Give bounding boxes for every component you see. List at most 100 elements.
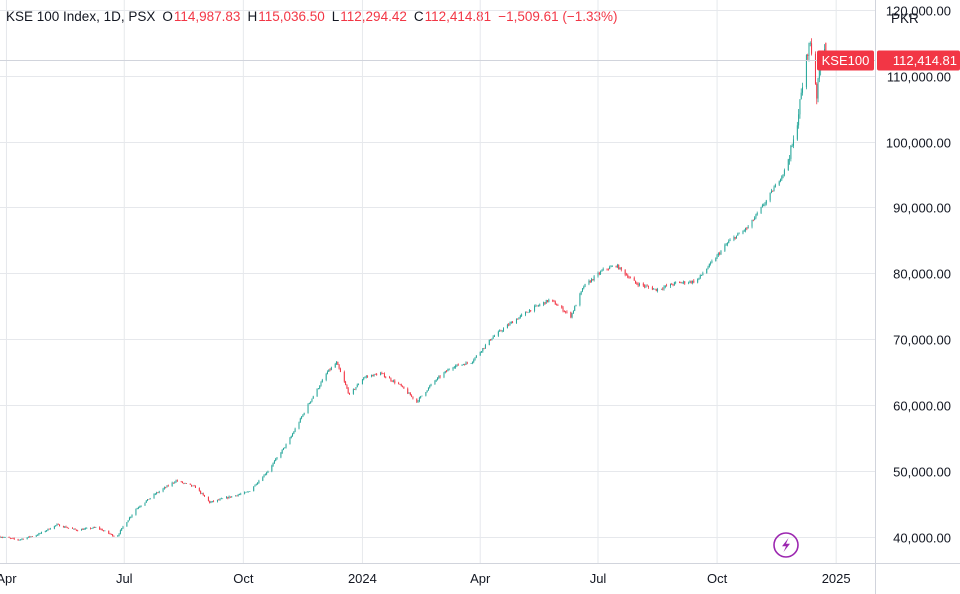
candle	[417, 400, 419, 403]
legend-symbol: KSE 100 Index, 1D, PSX	[6, 9, 156, 24]
candle-body	[466, 362, 468, 364]
candle-body	[761, 205, 763, 208]
candle-body	[693, 280, 695, 283]
candle	[606, 268, 608, 271]
candle-body	[207, 496, 209, 501]
candle	[68, 527, 70, 529]
candle-body	[189, 483, 191, 485]
candle-body	[321, 379, 323, 383]
candles	[0, 38, 827, 541]
candle	[330, 366, 332, 371]
candle-body	[245, 492, 247, 493]
candle-body	[253, 486, 255, 492]
candle-body	[464, 364, 466, 365]
candle-body	[557, 305, 559, 306]
candle	[149, 497, 151, 500]
candle	[734, 236, 736, 240]
candle	[481, 350, 483, 354]
candle-body	[666, 285, 668, 287]
currency-label[interactable]: PKR	[891, 11, 919, 26]
candle-body	[235, 495, 237, 497]
candle-body	[571, 312, 573, 318]
candle	[31, 536, 33, 538]
candle-body	[3, 537, 5, 538]
candle	[71, 527, 73, 529]
candle	[211, 500, 213, 503]
candle-body	[488, 339, 490, 345]
candle-body	[512, 321, 514, 324]
candle-body	[210, 501, 212, 503]
candle	[0, 536, 2, 538]
candle	[166, 485, 168, 488]
candle-body	[254, 484, 256, 487]
candle-body	[657, 289, 659, 291]
candle	[267, 470, 269, 474]
candle-body	[434, 380, 436, 385]
candle	[8, 536, 10, 539]
candle-body	[153, 494, 155, 499]
candle	[816, 82, 818, 105]
candle-body	[174, 482, 176, 483]
time-axis[interactable]: Apr Jul Oct 2024 Apr Jul Oct 2025	[0, 571, 851, 586]
candle	[83, 527, 85, 530]
candle	[493, 334, 495, 337]
candle-body	[474, 357, 476, 360]
candle	[336, 360, 338, 365]
candle-body	[616, 264, 618, 267]
candle	[439, 374, 441, 379]
candle-body	[399, 384, 401, 385]
candle-body	[2, 537, 4, 538]
candle-body	[597, 273, 599, 277]
candle	[616, 263, 618, 269]
candle	[461, 364, 463, 367]
candle-body	[443, 372, 445, 378]
candle-body	[493, 335, 495, 337]
candle	[684, 281, 686, 285]
candle-body	[382, 373, 384, 374]
candle	[329, 368, 331, 372]
candle-body	[684, 281, 686, 284]
candle-body	[688, 282, 690, 284]
price-axis[interactable]: 40,000.00 50,000.00 60,000.00 70,000.00 80,0…	[886, 4, 951, 546]
candle-body	[354, 389, 356, 390]
candle-body	[204, 495, 206, 497]
candle-body	[109, 533, 111, 535]
candle-body	[435, 379, 437, 381]
candle	[719, 251, 721, 256]
candle	[628, 275, 630, 279]
candle-body	[792, 139, 794, 146]
candle-body	[448, 369, 450, 371]
candle-body	[518, 317, 520, 320]
candle	[172, 482, 174, 484]
candle-body	[338, 364, 340, 369]
candle	[380, 371, 382, 376]
candle	[720, 250, 722, 255]
legend-open: O 114,987.83	[162, 9, 241, 24]
candle-body	[343, 372, 345, 382]
candle	[117, 535, 119, 537]
candle-body	[570, 312, 572, 318]
candle-body	[598, 273, 600, 274]
candle	[373, 373, 375, 377]
candle	[629, 276, 631, 279]
candle-body	[579, 294, 581, 306]
candle	[817, 77, 819, 103]
lightning-icon[interactable]	[773, 532, 799, 558]
candle	[747, 225, 749, 229]
candle-body	[645, 285, 647, 287]
candle-body	[383, 373, 385, 377]
candle	[411, 394, 413, 398]
candle	[644, 284, 646, 289]
candle	[814, 51, 816, 85]
candle-body	[664, 285, 666, 287]
candle	[192, 485, 194, 487]
candle	[660, 288, 662, 290]
candle-body	[31, 536, 33, 538]
candle-body	[82, 529, 84, 530]
candle-body	[519, 315, 521, 318]
candle-body	[158, 491, 160, 493]
candle	[554, 300, 556, 305]
candle-body	[166, 485, 168, 488]
candle-body	[517, 319, 519, 320]
